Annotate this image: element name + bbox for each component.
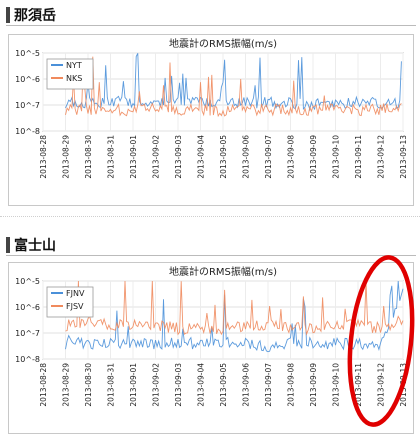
series-line-fjnv [65,280,404,353]
x-tick-label: 2013-09-10 [332,363,341,407]
x-tick-label: 2013-09-07 [264,363,273,407]
y-tick-label: 10^-8 [15,127,40,136]
y-tick-label: 10^-8 [15,355,40,364]
x-tick-label: 2013-09-13 [399,135,408,179]
x-tick-label: 2013-08-29 [62,135,71,179]
x-tick-label: 2013-08-28 [39,363,48,407]
series-line-fjsv [65,280,404,336]
section-header-fujisan: 富士山 [2,234,416,256]
x-tick-label: 2013-08-31 [107,135,116,179]
legend: FJNV FJSV [46,286,94,318]
x-tick-label: 2013-09-09 [309,363,318,407]
x-tick-label: 2013-09-02 [152,135,161,179]
x-tick-label: 2013-09-03 [174,363,183,407]
y-tick-label: 10^-7 [15,329,40,338]
x-tick-label: 2013-09-09 [309,135,318,179]
section-header-nasudake: 那須岳 [2,4,416,26]
series-line-nyt [65,53,402,112]
section-divider [0,216,420,217]
chart-fujisan-svg: 地震計のRMS振幅(m/s)10^-510^-610^-710^-82013-0… [15,265,408,407]
x-tick-label: 2013-09-13 [399,363,408,407]
x-tick-label: 2013-09-05 [219,363,228,407]
chart-fujisan: 地震計のRMS振幅(m/s) 10^-5 10^-6 10^-7 10^-8 2013-0… [8,262,414,434]
y-tick-label: 10^-6 [15,303,40,312]
legend: NYT NKS [46,58,94,90]
chart-title: 地震計のRMS振幅(m/s) [169,265,277,278]
y-tick-label: 10^-7 [15,101,40,110]
x-tick-label: 2013-08-30 [84,135,93,179]
x-tick-label: 2013-09-04 [197,135,206,179]
legend-label: NYT [66,61,82,70]
legend-label: FJNV [66,289,85,298]
legend-label: NKS [66,74,82,83]
x-tick-label: 2013-08-31 [107,363,116,407]
y-tick-label: 10^-5 [15,49,40,58]
section-marker [6,237,10,253]
x-tick-label: 2013-08-28 [39,135,48,179]
x-tick-label: 2013-09-05 [219,135,228,179]
x-tick-label: 2013-09-01 [129,135,138,179]
section-marker [6,7,10,23]
series-line-nks [65,56,402,118]
x-tick-label: 2013-09-11 [354,363,363,407]
y-tick-label: 10^-5 [15,277,40,286]
x-tick-label: 2013-09-12 [377,363,386,407]
x-tick-label: 2013-09-06 [242,135,251,179]
x-tick-label: 2013-09-02 [152,363,161,407]
section-title: 富士山 [14,238,56,254]
x-tick-label: 2013-09-08 [287,135,296,179]
chart-nasudake-svg: 地震計のRMS振幅(m/s)10^-510^-610^-710^-82013-0… [15,37,408,179]
chart-title: 地震計のRMS振幅(m/s) [169,37,277,50]
x-tick-label: 2013-09-12 [377,135,386,179]
section-title: 那須岳 [14,8,56,24]
x-tick-label: 2013-09-07 [264,135,273,179]
x-tick-label: 2013-09-10 [332,135,341,179]
x-tick-label: 2013-09-11 [354,135,363,179]
chart-nasudake: 地震計のRMS振幅(m/s) 10^-5 10^-6 10^-7 10^-8 2013-0… [8,34,414,206]
legend-label: FJSV [66,302,84,311]
x-tick-label: 2013-09-08 [287,363,296,407]
x-tick-label: 2013-08-29 [62,363,71,407]
x-tick-label: 2013-08-30 [84,363,93,407]
x-tick-label: 2013-09-03 [174,135,183,179]
y-tick-label: 10^-6 [15,75,40,84]
x-tick-label: 2013-09-01 [129,363,138,407]
x-tick-label: 2013-09-04 [197,363,206,407]
x-tick-label: 2013-09-06 [242,363,251,407]
